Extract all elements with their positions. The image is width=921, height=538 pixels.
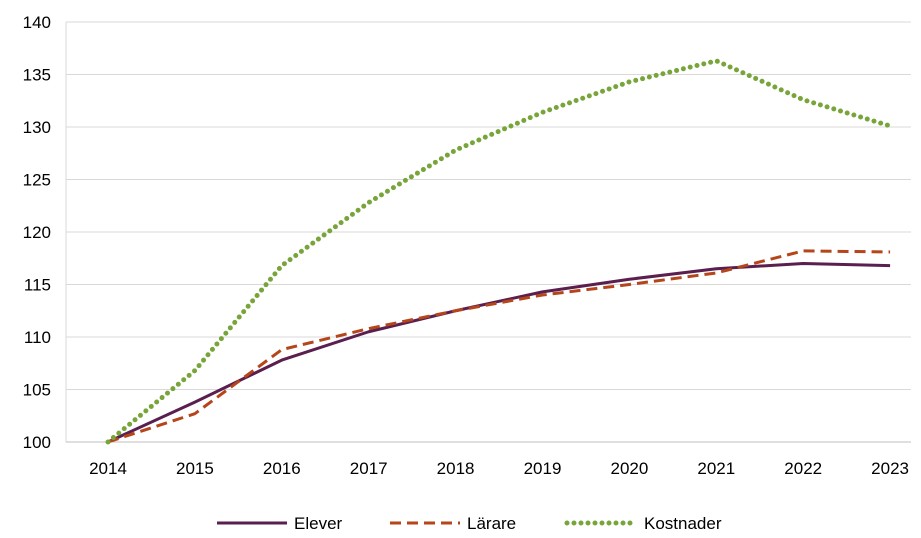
x-tick-label: 2020 — [610, 459, 648, 478]
y-tick-label: 135 — [23, 66, 51, 85]
x-tick-label: 2018 — [437, 459, 475, 478]
gridlines — [65, 21, 911, 442]
series-line-kostnader — [105, 58, 893, 445]
y-tick-label: 120 — [23, 223, 51, 242]
legend-label: Lärare — [467, 514, 516, 533]
x-tick-label: 2021 — [697, 459, 735, 478]
legend-item-lärare: Lärare — [390, 514, 516, 533]
y-tick-label: 140 — [23, 13, 51, 32]
y-tick-label: 125 — [23, 171, 51, 190]
x-tick-label: 2014 — [89, 459, 127, 478]
y-tick-label: 100 — [23, 433, 51, 452]
series-line-lärare — [107, 249, 891, 444]
legend-item-elever: Elever — [217, 514, 343, 533]
y-tick-label: 105 — [23, 381, 51, 400]
x-tick-label: 2023 — [871, 459, 909, 478]
series-line-elever — [107, 262, 891, 444]
x-axis-tick-labels: 2014 2015 2016 2017 2018 2019 2020 2021 2022 2023 — [89, 459, 909, 478]
x-tick-label: 2017 — [350, 459, 388, 478]
series-lines — [105, 58, 893, 445]
x-tick-label: 2015 — [176, 459, 214, 478]
y-tick-label: 115 — [24, 276, 51, 295]
x-tick-label: 2016 — [263, 459, 301, 478]
legend: Elever Lärare Kostnader — [217, 514, 722, 533]
x-tick-label: 2019 — [524, 459, 562, 478]
legend-label: Elever — [294, 514, 343, 533]
y-axis-tick-labels: 100 105 110 115 120 125 130 135 140 — [23, 13, 51, 452]
legend-item-kostnader: Kostnader — [564, 514, 722, 533]
legend-label: Kostnader — [644, 514, 722, 533]
x-tick-label: 2022 — [784, 459, 822, 478]
y-tick-label: 130 — [23, 118, 51, 137]
y-tick-label: 110 — [24, 328, 51, 347]
